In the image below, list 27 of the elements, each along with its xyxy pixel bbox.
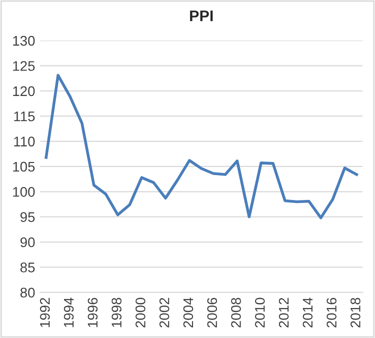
x-tick-label: 2014 bbox=[302, 298, 313, 328]
x-tick-label: 2008 bbox=[231, 298, 241, 328]
x-tick-label: 1996 bbox=[88, 298, 98, 328]
y-tick-label: 85 bbox=[20, 262, 35, 272]
x-tick-label: 2000 bbox=[136, 298, 146, 328]
y-tick-label: 100 bbox=[13, 186, 35, 197]
x-tick-label: 2010 bbox=[254, 298, 265, 328]
x-tick-label: 1994 bbox=[64, 298, 74, 328]
y-tick-label: 130 bbox=[13, 36, 35, 46]
y-tick-label: 115 bbox=[14, 112, 35, 122]
x-tick-label: 1992 bbox=[40, 298, 50, 328]
y-tick-label: 80 bbox=[20, 288, 35, 298]
y-tick-label: 125 bbox=[13, 61, 35, 71]
x-tick-label: 1998 bbox=[112, 298, 122, 328]
y-tick-label: 120 bbox=[13, 86, 35, 96]
y-tick-label: 90 bbox=[20, 237, 35, 248]
x-tick-label: 2002 bbox=[159, 298, 170, 328]
x-tick-label: 2006 bbox=[207, 298, 218, 328]
x-tick-label: 2018 bbox=[350, 298, 360, 328]
y-tick-label: 95 bbox=[20, 212, 35, 222]
line-series bbox=[44, 74, 358, 220]
y-tick-label: 105 bbox=[13, 162, 35, 172]
x-tick-label: 2016 bbox=[326, 298, 336, 328]
y-tick-label: 110 bbox=[14, 136, 35, 146]
x-tick-label: 2004 bbox=[183, 298, 194, 328]
chart-title: PPI bbox=[190, 10, 213, 22]
x-tick-label: 2012 bbox=[278, 298, 289, 328]
